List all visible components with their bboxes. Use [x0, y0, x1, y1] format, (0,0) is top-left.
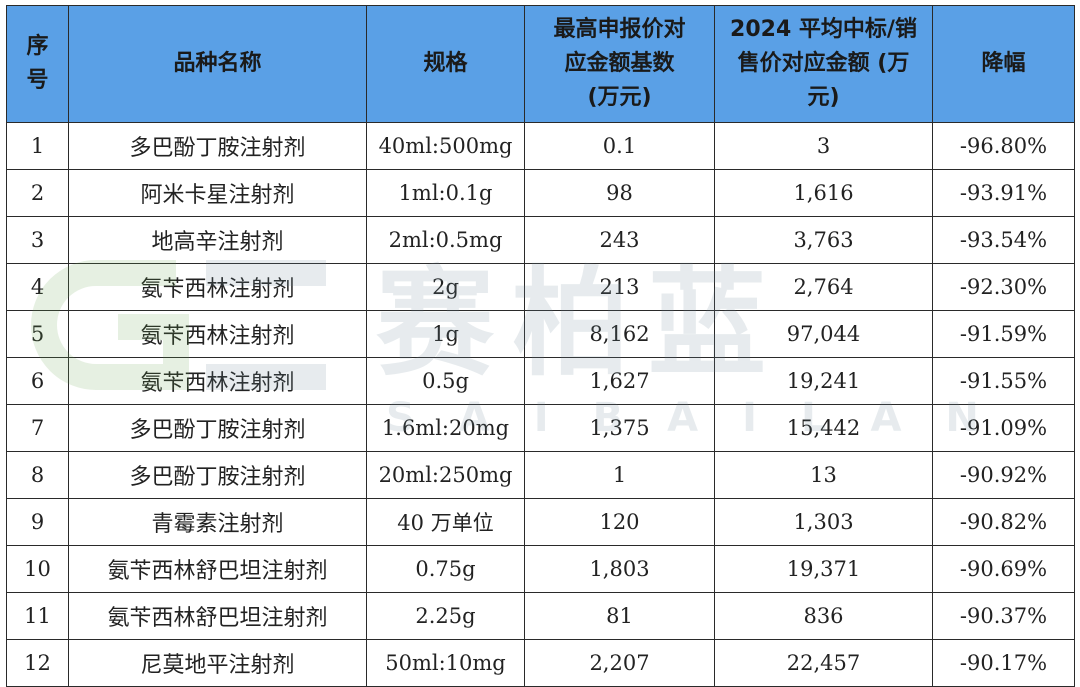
cell-specification: 0.75g	[366, 545, 525, 593]
cell-decline: -90.17%	[932, 639, 1075, 687]
cell-row-index: 8	[6, 451, 69, 499]
cell-specification: 50ml:10mg	[366, 639, 525, 687]
cell-decline: -96.80%	[932, 122, 1075, 170]
cell-decline: -93.54%	[932, 216, 1075, 264]
cell-max-price-base: 120	[524, 498, 715, 546]
table-row: 8 多巴酚丁胺注射剂 20ml:250mg 1 13 -90.92%	[6, 451, 1075, 499]
cell-avg-bid-amount: 15,442	[714, 404, 933, 452]
table-row: 3 地高辛注射剂 2ml:0.5mg 243 3,763 -93.54%	[6, 216, 1075, 264]
cell-avg-bid-amount: 19,241	[714, 357, 933, 405]
cell-product-name: 氨苄西林舒巴坦注射剂	[68, 545, 367, 593]
cell-avg-bid-amount: 836	[714, 592, 933, 640]
cell-max-price-base: 1,627	[524, 357, 715, 405]
cell-avg-bid-amount: 3,763	[714, 216, 933, 264]
table-row: 12 尼莫地平注射剂 50ml:10mg 2,207 22,457 -90.17%	[6, 639, 1075, 687]
table-row: 6 氨苄西林注射剂 0.5g 1,627 19,241 -91.55%	[6, 357, 1075, 405]
cell-row-index: 10	[6, 545, 69, 593]
cell-specification: 1ml:0.1g	[366, 169, 525, 217]
cell-max-price-base: 98	[524, 169, 715, 217]
cell-product-name: 地高辛注射剂	[68, 216, 367, 264]
cell-avg-bid-amount: 97,044	[714, 310, 933, 358]
cell-decline: -92.30%	[932, 263, 1075, 311]
cell-specification: 1.6ml:20mg	[366, 404, 525, 452]
header-decline: 降幅	[932, 5, 1075, 123]
cell-decline: -90.37%	[932, 592, 1075, 640]
header-max-price-base: 最高申报价对 应金额基数 (万元)	[524, 5, 715, 123]
cell-specification: 2.25g	[366, 592, 525, 640]
cell-row-index: 9	[6, 498, 69, 546]
table-row: 5 氨苄西林注射剂 1g 8,162 97,044 -91.59%	[6, 310, 1075, 358]
cell-product-name: 阿米卡星注射剂	[68, 169, 367, 217]
cell-row-index: 2	[6, 169, 69, 217]
cell-avg-bid-amount: 13	[714, 451, 933, 499]
cell-max-price-base: 81	[524, 592, 715, 640]
table-row: 10 氨苄西林舒巴坦注射剂 0.75g 1,803 19,371 -90.69%	[6, 545, 1075, 593]
cell-product-name: 青霉素注射剂	[68, 498, 367, 546]
cell-avg-bid-amount: 2,764	[714, 263, 933, 311]
cell-row-index: 4	[6, 263, 69, 311]
header-specification: 规格	[366, 5, 525, 123]
price-drop-table: 序号 品种名称 规格 最高申报价对 应金额基数 (万元) 2024 平均中标/销 售价…	[6, 5, 1075, 687]
cell-row-index: 1	[6, 122, 69, 170]
cell-max-price-base: 0.1	[524, 122, 715, 170]
cell-specification: 2ml:0.5mg	[366, 216, 525, 264]
table-row: 1 多巴酚丁胺注射剂 40ml:500mg 0.1 3 -96.80%	[6, 122, 1075, 170]
cell-product-name: 尼莫地平注射剂	[68, 639, 367, 687]
cell-row-index: 3	[6, 216, 69, 264]
cell-max-price-base: 1,803	[524, 545, 715, 593]
cell-avg-bid-amount: 19,371	[714, 545, 933, 593]
cell-row-index: 5	[6, 310, 69, 358]
table-row: 11 氨苄西林舒巴坦注射剂 2.25g 81 836 -90.37%	[6, 592, 1075, 640]
cell-specification: 1g	[366, 310, 525, 358]
cell-product-name: 氨苄西林舒巴坦注射剂	[68, 592, 367, 640]
header-avg-bid-amount: 2024 平均中标/销 售价对应金额 (万 元)	[714, 5, 933, 123]
cell-decline: -90.82%	[932, 498, 1075, 546]
cell-avg-bid-amount: 3	[714, 122, 933, 170]
table-row: 2 阿米卡星注射剂 1ml:0.1g 98 1,616 -93.91%	[6, 169, 1075, 217]
cell-decline: -93.91%	[932, 169, 1075, 217]
cell-specification: 40 万单位	[366, 498, 525, 546]
cell-avg-bid-amount: 1,616	[714, 169, 933, 217]
cell-row-index: 6	[6, 357, 69, 405]
cell-product-name: 多巴酚丁胺注射剂	[68, 122, 367, 170]
cell-decline: -90.69%	[932, 545, 1075, 593]
cell-max-price-base: 213	[524, 263, 715, 311]
cell-specification: 2g	[366, 263, 525, 311]
cell-product-name: 氨苄西林注射剂	[68, 310, 367, 358]
header-index: 序号	[6, 5, 69, 123]
cell-max-price-base: 243	[524, 216, 715, 264]
cell-specification: 40ml:500mg	[366, 122, 525, 170]
cell-decline: -91.55%	[932, 357, 1075, 405]
table-body: 1 多巴酚丁胺注射剂 40ml:500mg 0.1 3 -96.80% 2 阿米卡星注射剂 1m…	[6, 122, 1075, 687]
cell-max-price-base: 1	[524, 451, 715, 499]
cell-product-name: 氨苄西林注射剂	[68, 357, 367, 405]
cell-product-name: 氨苄西林注射剂	[68, 263, 367, 311]
cell-row-index: 7	[6, 404, 69, 452]
cell-avg-bid-amount: 1,303	[714, 498, 933, 546]
table-row: 9 青霉素注射剂 40 万单位 120 1,303 -90.82%	[6, 498, 1075, 546]
cell-product-name: 多巴酚丁胺注射剂	[68, 404, 367, 452]
cell-max-price-base: 1,375	[524, 404, 715, 452]
cell-decline: -90.92%	[932, 451, 1075, 499]
table-row: 4 氨苄西林注射剂 2g 213 2,764 -92.30%	[6, 263, 1075, 311]
price-table-container: 序号 品种名称 规格 最高申报价对 应金额基数 (万元) 2024 平均中标/销 售价…	[6, 5, 1075, 687]
cell-decline: -91.59%	[932, 310, 1075, 358]
table-row: 7 多巴酚丁胺注射剂 1.6ml:20mg 1,375 15,442 -91.09%	[6, 404, 1075, 452]
cell-row-index: 11	[6, 592, 69, 640]
cell-specification: 0.5g	[366, 357, 525, 405]
cell-product-name: 多巴酚丁胺注射剂	[68, 451, 367, 499]
cell-max-price-base: 2,207	[524, 639, 715, 687]
cell-specification: 20ml:250mg	[366, 451, 525, 499]
cell-max-price-base: 8,162	[524, 310, 715, 358]
table-header-row: 序号 品种名称 规格 最高申报价对 应金额基数 (万元) 2024 平均中标/销 售价…	[6, 5, 1075, 123]
cell-decline: -91.09%	[932, 404, 1075, 452]
header-product-name: 品种名称	[68, 5, 367, 123]
cell-row-index: 12	[6, 639, 69, 687]
cell-avg-bid-amount: 22,457	[714, 639, 933, 687]
